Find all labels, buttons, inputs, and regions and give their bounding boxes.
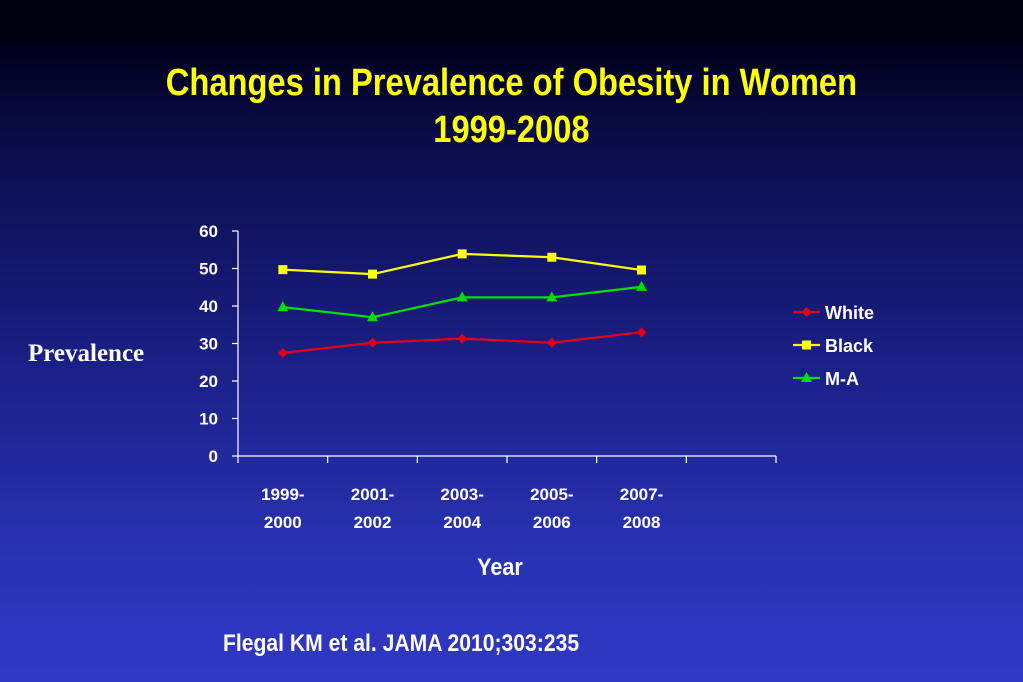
data-point-white bbox=[636, 327, 647, 338]
top-bar bbox=[0, 0, 1023, 45]
slide-title: Changes in Prevalence of Obesity in Wome… bbox=[72, 60, 952, 154]
y-axis-label: Prevalence bbox=[28, 340, 145, 367]
x-tick-label: 2002 bbox=[354, 513, 392, 532]
data-point-black bbox=[637, 265, 646, 275]
y-tick-label: 60 bbox=[199, 222, 218, 241]
y-tick-label: 50 bbox=[199, 260, 218, 279]
y-tick-label: 40 bbox=[199, 297, 218, 316]
x-tick-label: 2007- bbox=[620, 485, 663, 504]
legend-marker-m-a bbox=[801, 372, 812, 382]
y-tick-label: 30 bbox=[199, 335, 218, 354]
y-tick-label: 0 bbox=[209, 447, 218, 466]
data-point-white bbox=[367, 337, 378, 348]
legend-label-white: White bbox=[825, 303, 874, 323]
x-tick-label: 2000 bbox=[264, 513, 302, 532]
legend-marker-black bbox=[802, 340, 811, 350]
data-point-black bbox=[368, 269, 377, 279]
x-tick-label: 2006 bbox=[533, 513, 571, 532]
x-tick-label: 2004 bbox=[443, 513, 481, 532]
x-tick-label: 1999- bbox=[261, 485, 304, 504]
x-tick-label: 2003- bbox=[440, 485, 483, 504]
data-point-white bbox=[277, 347, 288, 358]
legend-label-m-a: M-A bbox=[825, 369, 859, 389]
data-point-m-a bbox=[636, 280, 647, 291]
x-tick-label: 2005- bbox=[530, 485, 573, 504]
legend-label-black: Black bbox=[825, 336, 874, 356]
data-point-white bbox=[457, 333, 468, 344]
data-point-m-a bbox=[367, 311, 378, 322]
data-point-white bbox=[546, 337, 557, 348]
data-point-m-a bbox=[456, 291, 468, 302]
data-point-black bbox=[278, 265, 288, 275]
x-axis-label: Year bbox=[477, 554, 523, 581]
data-point-m-a bbox=[277, 301, 289, 312]
y-tick-label: 10 bbox=[199, 410, 218, 429]
data-point-black bbox=[457, 249, 467, 259]
legend-marker-white bbox=[801, 307, 812, 317]
title-line-1: Changes in Prevalence of Obesity in Wome… bbox=[165, 62, 858, 104]
data-point-m-a bbox=[546, 291, 558, 302]
citation: Flegal KM et al. JAMA 2010;303:235 bbox=[223, 630, 580, 657]
title-line-2: 1999-2008 bbox=[433, 109, 590, 151]
y-tick-label: 20 bbox=[199, 372, 218, 391]
data-point-black bbox=[547, 252, 557, 262]
x-tick-label: 2001- bbox=[351, 485, 394, 504]
x-tick-label: 2008 bbox=[623, 513, 661, 532]
